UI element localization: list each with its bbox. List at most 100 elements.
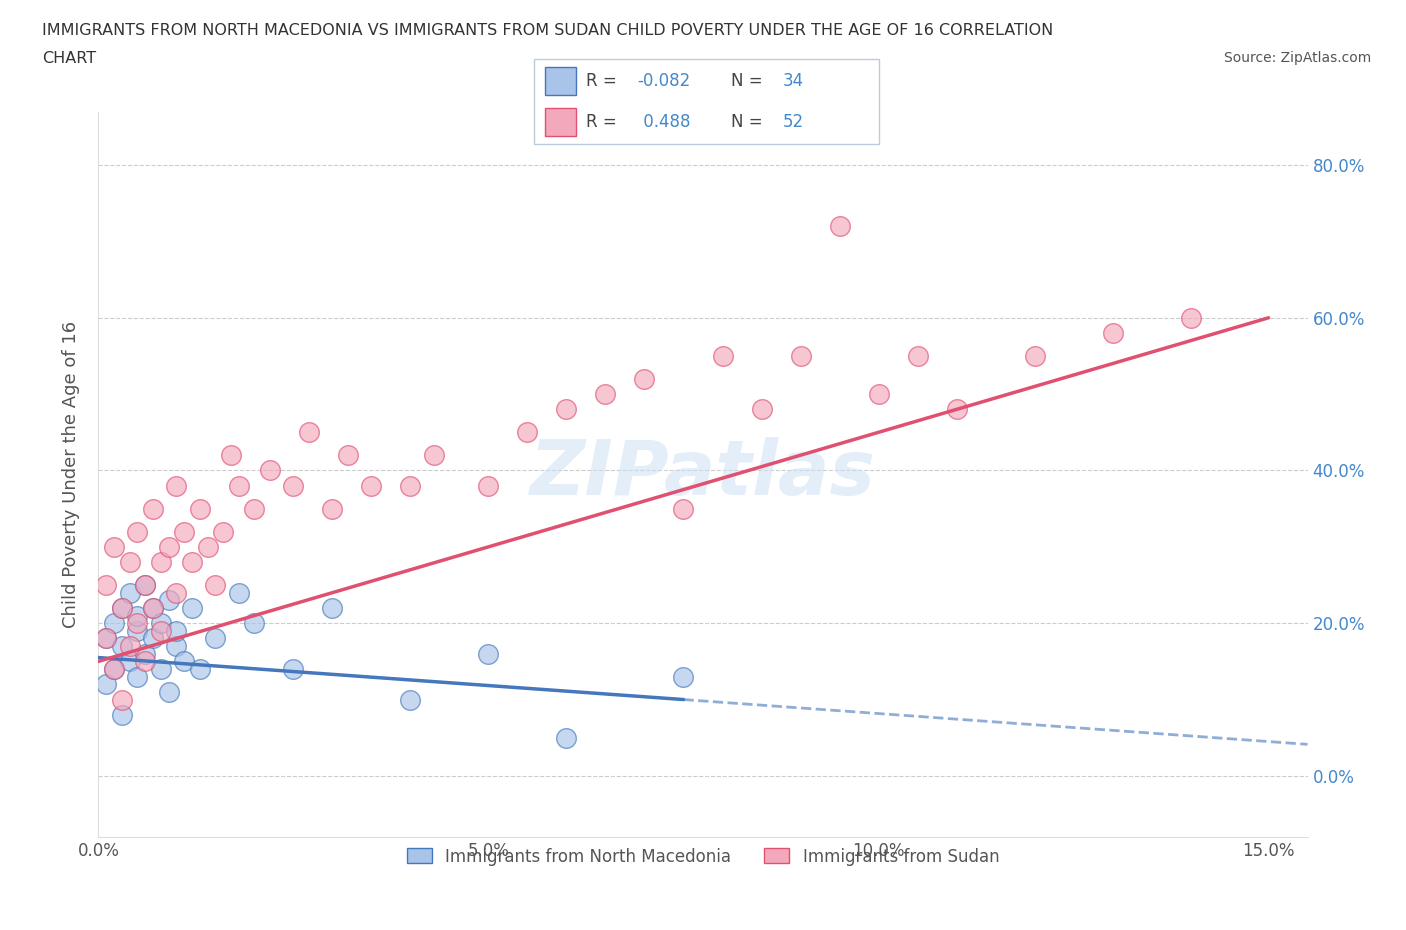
Point — [283, 661, 305, 676]
Point — [157, 684, 180, 699]
Point — [157, 539, 180, 554]
Point — [127, 608, 149, 623]
Text: 34: 34 — [782, 72, 803, 90]
Point — [96, 631, 118, 646]
Point — [188, 501, 211, 516]
Point — [165, 623, 187, 638]
Point — [103, 539, 125, 554]
Point — [477, 646, 499, 661]
Point — [751, 402, 773, 417]
Point — [149, 623, 172, 638]
Text: Source: ZipAtlas.com: Source: ZipAtlas.com — [1223, 51, 1371, 65]
Point — [259, 463, 281, 478]
Text: 0.488: 0.488 — [638, 113, 690, 131]
Point — [360, 478, 382, 493]
Point — [298, 425, 321, 440]
Y-axis label: Child Poverty Under the Age of 16: Child Poverty Under the Age of 16 — [62, 321, 80, 628]
Point — [197, 539, 219, 554]
Point — [828, 219, 851, 233]
Point — [134, 646, 156, 661]
FancyBboxPatch shape — [544, 67, 575, 95]
Point — [157, 592, 180, 607]
Point — [96, 677, 118, 692]
Text: -0.082: -0.082 — [638, 72, 690, 90]
Point — [118, 554, 141, 569]
Point — [595, 387, 617, 402]
Text: ZIPatlas: ZIPatlas — [530, 437, 876, 512]
Point — [1024, 349, 1046, 364]
Point — [142, 631, 165, 646]
Point — [118, 639, 141, 654]
Point — [165, 585, 187, 600]
Point — [945, 402, 967, 417]
Text: IMMIGRANTS FROM NORTH MACEDONIA VS IMMIGRANTS FROM SUDAN CHILD POVERTY UNDER THE: IMMIGRANTS FROM NORTH MACEDONIA VS IMMIG… — [42, 23, 1053, 38]
Point — [243, 616, 266, 631]
Point — [321, 501, 343, 516]
Point — [212, 525, 235, 539]
Point — [127, 525, 149, 539]
Point — [127, 616, 149, 631]
Point — [142, 601, 165, 616]
Point — [181, 601, 204, 616]
Point — [672, 670, 695, 684]
Text: N =: N = — [731, 72, 768, 90]
Point — [181, 554, 204, 569]
Point — [103, 661, 125, 676]
Text: 52: 52 — [782, 113, 803, 131]
Point — [907, 349, 929, 364]
Point — [134, 578, 156, 592]
Point — [127, 670, 149, 684]
Point — [103, 661, 125, 676]
Point — [219, 447, 242, 462]
Point — [173, 654, 195, 669]
Point — [321, 601, 343, 616]
Point — [204, 631, 226, 646]
Point — [118, 654, 141, 669]
Point — [149, 661, 172, 676]
Point — [711, 349, 734, 364]
Point — [111, 639, 134, 654]
Text: N =: N = — [731, 113, 768, 131]
Point — [672, 501, 695, 516]
Point — [149, 554, 172, 569]
Point — [111, 692, 134, 707]
Point — [111, 708, 134, 723]
FancyBboxPatch shape — [544, 108, 575, 136]
Point — [477, 478, 499, 493]
Point — [188, 661, 211, 676]
Point — [243, 501, 266, 516]
Legend: Immigrants from North Macedonia, Immigrants from Sudan: Immigrants from North Macedonia, Immigra… — [401, 841, 1005, 872]
Point — [1180, 311, 1202, 325]
Point — [127, 623, 149, 638]
Point — [111, 601, 134, 616]
Point — [283, 478, 305, 493]
Point — [337, 447, 360, 462]
Point — [1101, 326, 1123, 340]
Point — [399, 478, 422, 493]
Point — [555, 730, 578, 745]
Point — [165, 639, 187, 654]
Point — [399, 692, 422, 707]
Point — [204, 578, 226, 592]
Point — [165, 478, 187, 493]
Point — [423, 447, 446, 462]
FancyBboxPatch shape — [534, 59, 879, 144]
Point — [134, 578, 156, 592]
Point — [96, 578, 118, 592]
Point — [173, 525, 195, 539]
Point — [111, 601, 134, 616]
Point — [149, 616, 172, 631]
Point — [633, 371, 655, 386]
Point — [142, 501, 165, 516]
Point — [96, 631, 118, 646]
Point — [789, 349, 811, 364]
Point — [868, 387, 890, 402]
Text: CHART: CHART — [42, 51, 96, 66]
Point — [103, 616, 125, 631]
Point — [142, 601, 165, 616]
Text: R =: R = — [586, 72, 621, 90]
Point — [516, 425, 538, 440]
Point — [228, 585, 250, 600]
Point — [118, 585, 141, 600]
Point — [555, 402, 578, 417]
